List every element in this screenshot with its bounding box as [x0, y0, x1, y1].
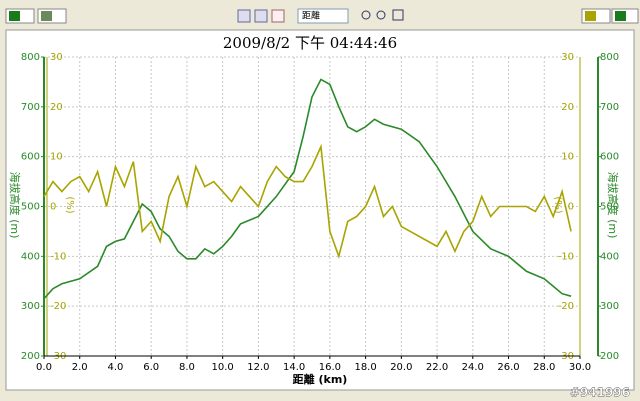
x-tick-label: 14.0 — [283, 362, 305, 373]
y-tick-label: 700 — [21, 102, 40, 113]
y-tick-label: 200 — [600, 351, 619, 362]
y-tick-label: 800 — [21, 52, 40, 63]
watermark: #941996 — [570, 386, 630, 400]
y-tick-label: 800 — [600, 52, 619, 63]
dropdown[interactable] — [297, 8, 349, 24]
chart-title: 2009/8/2 下午 04:44:46 — [223, 34, 397, 52]
y2-tick-label: 20 — [50, 102, 63, 113]
series-line — [43, 78, 572, 300]
x-axis-title: 距離 (km) — [293, 372, 348, 386]
x-tick-label: 2.0 — [72, 362, 88, 373]
y2-tick-label: 10 — [50, 152, 63, 163]
y2-tick-label: 30 — [561, 52, 574, 63]
x-tick-label: 6.0 — [143, 362, 159, 373]
y2-tick-label: 0 — [568, 202, 574, 213]
grid-button[interactable] — [254, 9, 268, 23]
x-tick-label: 0.0 — [36, 362, 52, 373]
series-line — [43, 143, 572, 260]
y2-tick-label: -10 — [558, 251, 574, 262]
y-axis-title: 海拔高度 (m) — [606, 172, 620, 239]
grid-button[interactable] — [237, 9, 251, 23]
y-tick-label: 300 — [21, 301, 40, 312]
swatch — [9, 11, 20, 21]
y2-tick-label: 20 — [561, 102, 574, 113]
x-tick-label: 16.0 — [319, 362, 341, 373]
y-axis-title: 海拔高度 (m) — [8, 172, 22, 239]
swatch — [41, 11, 52, 21]
zoom-out[interactable] — [376, 10, 386, 20]
swatch — [615, 11, 626, 21]
y2-axis-title: (%) — [64, 196, 75, 213]
y-tick-label: 600 — [600, 152, 619, 163]
toolbar: 距離 — [5, 8, 639, 24]
y-tick-label: 400 — [21, 251, 40, 262]
swatch — [585, 11, 596, 21]
fit-button[interactable] — [392, 9, 404, 21]
y2-tick-label: 30 — [50, 52, 63, 63]
x-tick-label: 24.0 — [462, 362, 484, 373]
x-tick-label: 12.0 — [247, 362, 269, 373]
x-tick-label: 8.0 — [179, 362, 195, 373]
x-tick-label: 10.0 — [212, 362, 234, 373]
x-tick-label: 28.0 — [533, 362, 555, 373]
x-tick-label: 30.0 — [569, 362, 591, 373]
y-tick-label: 300 — [600, 301, 619, 312]
y2-tick-label: 0 — [50, 202, 56, 213]
y2-tick-label: -10 — [50, 251, 66, 262]
zoom-in[interactable] — [361, 10, 371, 20]
x-tick-label: 4.0 — [108, 362, 124, 373]
y2-tick-label: -20 — [558, 301, 574, 312]
y-tick-label: 500 — [600, 202, 619, 213]
y-tick-label: 400 — [600, 251, 619, 262]
y-tick-label: 500 — [21, 202, 40, 213]
x-tick-label: 18.0 — [354, 362, 376, 373]
x-tick-label: 22.0 — [426, 362, 448, 373]
line-button[interactable] — [271, 9, 285, 23]
chart-panel — [5, 29, 635, 391]
y2-tick-label: 10 — [561, 152, 574, 163]
dropdown-text: 距離 — [302, 10, 320, 22]
x-tick-label: 20.0 — [390, 362, 412, 373]
y2-tick-label: -20 — [50, 301, 66, 312]
y-tick-label: 200 — [21, 351, 40, 362]
x-tick-label: 26.0 — [497, 362, 519, 373]
y-tick-label: 700 — [600, 102, 619, 113]
y-tick-label: 600 — [21, 152, 40, 163]
